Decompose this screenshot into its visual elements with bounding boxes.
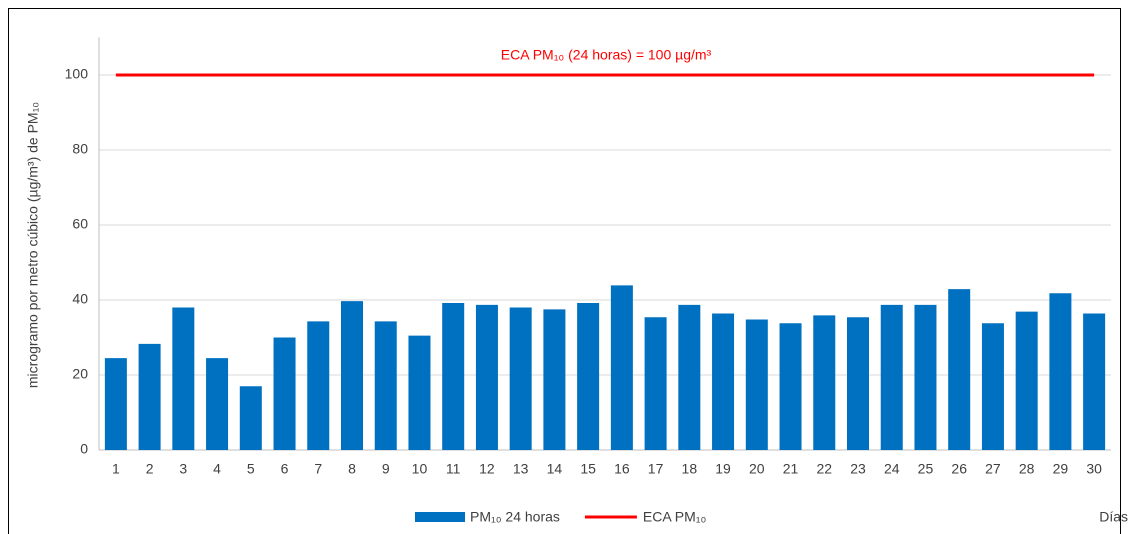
x-tick-label: 12: [479, 461, 495, 477]
x-tick-label: 21: [783, 461, 799, 477]
bar: [239, 386, 262, 450]
x-tick-label: 17: [648, 461, 664, 477]
bar: [475, 304, 498, 450]
bar: [374, 321, 397, 450]
chart-frame: [8, 8, 1121, 534]
y-tick-label: 100: [65, 66, 89, 82]
x-tick-label: 5: [247, 461, 255, 477]
bar: [442, 303, 465, 450]
x-tick-label: 4: [213, 461, 221, 477]
bar: [172, 307, 195, 450]
x-tick-label: 8: [348, 461, 356, 477]
x-tick-label: 1: [112, 461, 120, 477]
bar: [1083, 313, 1106, 450]
x-axis-label: Días: [1099, 509, 1128, 525]
y-axis-label: microgramo por metro cúbico (µg/m³) de P…: [25, 102, 41, 388]
bar: [712, 313, 735, 450]
bar: [1049, 293, 1072, 450]
bar: [779, 323, 802, 450]
x-tick-label: 29: [1053, 461, 1069, 477]
legend-swatch: [415, 512, 465, 522]
bar: [813, 315, 836, 450]
legend-label: ECA PM₁₀: [643, 509, 707, 525]
x-tick-label: 19: [715, 461, 731, 477]
bar: [1015, 311, 1038, 450]
x-tick-label: 24: [884, 461, 900, 477]
bar: [543, 309, 566, 450]
x-tick-label: 30: [1086, 461, 1102, 477]
x-tick-label: 6: [281, 461, 289, 477]
y-tick-label: 40: [72, 291, 88, 307]
bar: [880, 304, 903, 450]
x-tick-label: 13: [513, 461, 529, 477]
bar: [104, 358, 127, 450]
bar: [138, 343, 161, 450]
bar: [678, 304, 701, 450]
bar: [847, 317, 869, 450]
bar: [610, 285, 633, 450]
x-tick-label: 25: [918, 461, 934, 477]
x-tick-label: 2: [146, 461, 154, 477]
x-tick-label: 15: [580, 461, 596, 477]
bar: [577, 303, 600, 450]
x-tick-label: 16: [614, 461, 630, 477]
x-tick-label: 3: [179, 461, 187, 477]
y-tick-label: 80: [72, 141, 88, 157]
x-tick-label: 18: [682, 461, 698, 477]
bar: [206, 358, 229, 450]
legend-label: PM₁₀ 24 horas: [470, 509, 560, 525]
bar: [341, 301, 363, 450]
bar: [948, 289, 971, 450]
bar: [307, 321, 330, 450]
bar: [745, 319, 768, 450]
x-tick-label: 10: [412, 461, 428, 477]
x-tick-label: 22: [816, 461, 832, 477]
annotation: ECA PM₁₀ (24 horas) = 100 µg/m³: [501, 47, 712, 63]
bar: [408, 335, 431, 450]
x-tick-label: 7: [314, 461, 322, 477]
x-tick-label: 11: [446, 461, 461, 477]
x-tick-label: 20: [749, 461, 765, 477]
bar: [914, 304, 937, 450]
y-tick-label: 0: [80, 441, 88, 457]
x-tick-label: 27: [985, 461, 1001, 477]
x-tick-label: 9: [382, 461, 390, 477]
bar: [509, 307, 532, 450]
x-tick-label: 14: [547, 461, 563, 477]
x-tick-label: 28: [1019, 461, 1035, 477]
x-tick-label: 26: [951, 461, 967, 477]
y-tick-label: 60: [72, 216, 88, 232]
bar: [644, 317, 667, 450]
bar: [273, 337, 296, 450]
bar: [981, 323, 1004, 450]
x-tick-label: 23: [850, 461, 866, 477]
y-tick-label: 20: [72, 366, 88, 382]
